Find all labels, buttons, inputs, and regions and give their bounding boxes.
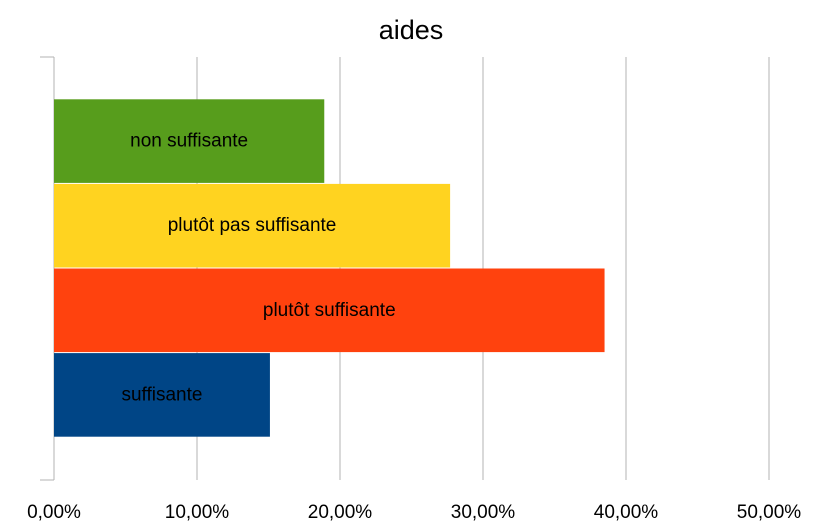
bar — [54, 99, 325, 183]
x-tick-label: 20,00% — [308, 502, 373, 523]
x-tick-label: 10,00% — [165, 502, 230, 523]
x-tick-label: 0,00% — [27, 502, 81, 523]
x-tick-label: 40,00% — [594, 502, 659, 523]
x-tick-label: 50,00% — [737, 502, 802, 523]
bar-label: non suffisante — [130, 131, 248, 152]
bar — [54, 353, 270, 437]
bar-label: plutôt pas suffisante — [168, 215, 337, 236]
bar-label: plutôt suffisante — [263, 300, 396, 321]
chart-title: aides — [379, 15, 444, 45]
bar — [54, 268, 605, 353]
bar-label: suffisante — [121, 384, 202, 405]
bar — [54, 183, 451, 268]
x-tick-label: 30,00% — [451, 502, 516, 523]
